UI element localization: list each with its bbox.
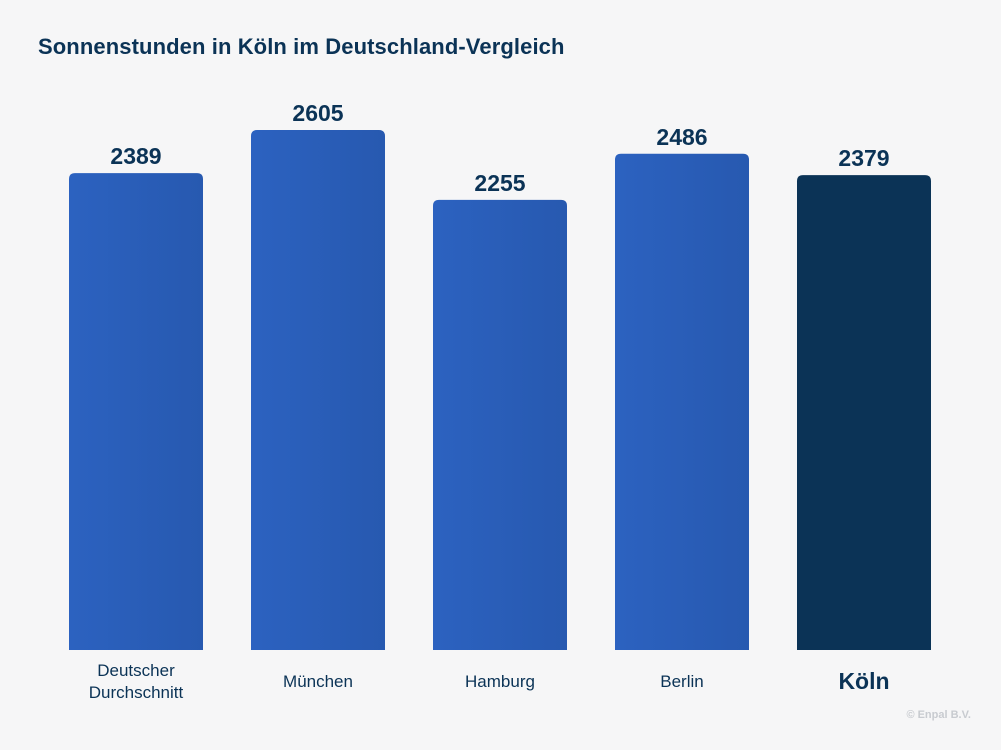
bars-group: 2389 Deutscher Durchschnitt 2605 München 2255… [69, 100, 931, 702]
bar-deutscher-durchschnitt [69, 173, 203, 651]
value-label-munchen: 2605 [292, 100, 343, 126]
value-label-deutscher-durchschnitt: 2389 [110, 143, 161, 169]
category-label-koln: Köln [838, 668, 889, 694]
category-label-line: Durchschnitt [89, 683, 184, 702]
category-label-line: Deutscher [97, 661, 175, 680]
value-label-hamburg: 2255 [474, 170, 525, 196]
chart-title: Sonnenstunden in Köln im Deutschland-Ver… [38, 34, 565, 59]
category-label-berlin: Berlin [660, 672, 703, 691]
value-label-koln: 2379 [838, 145, 889, 171]
bar-munchen [251, 130, 385, 650]
category-label-munchen: München [283, 672, 353, 691]
copyright-text: © Enpal B.V. [906, 709, 971, 721]
bar-berlin [615, 153, 749, 650]
category-label-deutscher-durchschnitt: Deutscher Durchschnitt [89, 661, 184, 702]
bar-hamburg [433, 199, 567, 650]
category-label-hamburg: Hamburg [465, 672, 535, 691]
bar-koln [797, 175, 931, 650]
value-label-berlin: 2486 [656, 124, 707, 150]
